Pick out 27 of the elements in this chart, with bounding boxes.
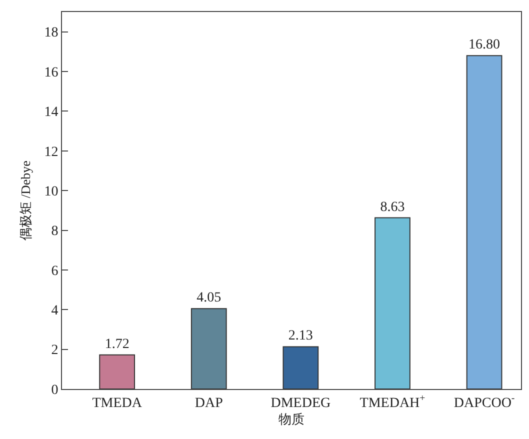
y-tick-label: 0 (51, 382, 58, 398)
bar (190, 308, 227, 389)
x-axis-title: 物质 (278, 411, 304, 426)
y-tick-label: 6 (51, 264, 58, 279)
data-label: 2.13 (288, 328, 313, 344)
data-label: 8.63 (380, 200, 405, 215)
y-tick-label: 10 (44, 184, 58, 200)
y-tick-label: 14 (44, 105, 58, 120)
bar (282, 346, 319, 389)
y-tick-label: 8 (51, 224, 58, 240)
x-tick-label: DAPCOO$^{-}$ (454, 392, 515, 411)
x-tick-label: DAP (194, 396, 224, 411)
y-tick-label: 18 (44, 26, 58, 41)
bar (99, 354, 136, 389)
x-tick-label: TMEDA (92, 396, 143, 411)
data-label: 4.05 (196, 290, 222, 306)
data-label: 1.72 (104, 336, 130, 352)
y-axis-title: 偶极矩 /Debye (18, 160, 34, 240)
y-tick-label: 2 (51, 343, 58, 358)
y-tick-label: 4 (51, 304, 58, 319)
bar (466, 55, 502, 389)
bar (374, 217, 410, 389)
y-tick-label: 16 (44, 65, 58, 80)
x-tick-label: DMEDEG (270, 396, 331, 411)
data-label: 16.80 (468, 38, 500, 53)
y-tick-label: 12 (44, 144, 58, 160)
x-tick-label: TMEDAH$^{+}$ (360, 392, 426, 411)
